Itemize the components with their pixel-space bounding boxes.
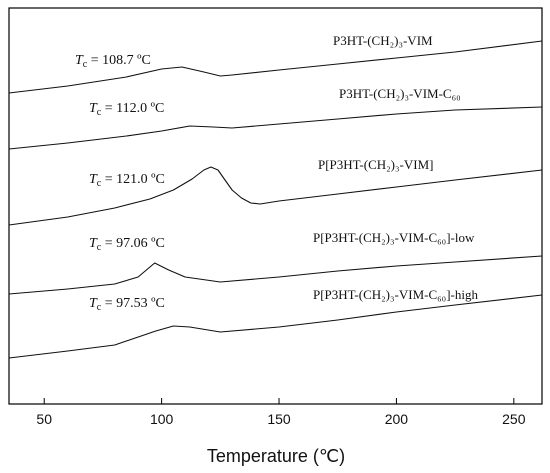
tc-annotation: Tc = 97.06 ºC — [89, 236, 165, 253]
tc-symbol: T — [89, 101, 98, 116]
annotations-group: Tc = 108.7 ºC P3HT-(CH₂)₃-VIM Tc = 112.0 º… — [75, 33, 478, 313]
tc-value: = 108.7 ºC — [87, 53, 151, 68]
series-label-2: P3HT-(CH₂)₃-VIM-C₆₀ — [339, 86, 461, 101]
tc-value: = 112.0 ºC — [101, 101, 164, 116]
series-line-1 — [8, 40, 543, 94]
series-label-4: P[P3HT-(CH₂)₃-VIM-C₆₀]-low — [313, 230, 475, 245]
x-tick-label: 100 — [150, 411, 174, 427]
tc-symbol: T — [89, 296, 98, 311]
series-label-1: P3HT-(CH₂)₃-VIM — [333, 33, 433, 48]
tc-subscript: c — [97, 242, 102, 253]
series-line-3 — [8, 166, 543, 226]
tc-subscript: c — [97, 178, 102, 189]
tc-subscript: c — [97, 107, 102, 118]
tc-annotation: Tc = 108.7 ºC — [75, 53, 151, 70]
x-tick-label: 50 — [36, 411, 52, 427]
series-label-3: P[P3HT-(CH₂)₃-VIM] — [318, 157, 433, 172]
plot-frame — [8, 7, 543, 405]
tc-value: = 121.0 ºC — [101, 172, 165, 187]
tc-symbol: T — [89, 172, 98, 187]
series-line-4 — [8, 255, 543, 295]
tc-symbol: T — [75, 53, 84, 68]
tc-subscript: c — [97, 302, 102, 313]
x-tick-label: 200 — [385, 411, 409, 427]
curves-group — [8, 40, 543, 359]
x-axis-title: Temperature (℃) — [207, 446, 345, 466]
tc-annotation: Tc = 97.53 ºC — [89, 296, 165, 313]
tc-annotation: Tc = 121.0 ºC — [89, 172, 165, 189]
x-tick-label: 250 — [502, 411, 526, 427]
x-tick-label: 150 — [267, 411, 291, 427]
series-label-5: P[P3HT-(CH₂)₃-VIM-C₆₀]-high — [313, 287, 478, 302]
tc-value: = 97.53 ºC — [101, 296, 165, 311]
x-axis-ticks: 50 100 150 200 250 — [36, 398, 526, 427]
tc-symbol: T — [89, 236, 98, 251]
series-line-2 — [8, 106, 543, 150]
tc-annotation: Tc = 112.0 ºC — [89, 101, 164, 118]
tc-subscript: c — [83, 59, 88, 70]
tc-value: = 97.06 ºC — [101, 236, 165, 251]
series-line-5 — [8, 294, 543, 359]
